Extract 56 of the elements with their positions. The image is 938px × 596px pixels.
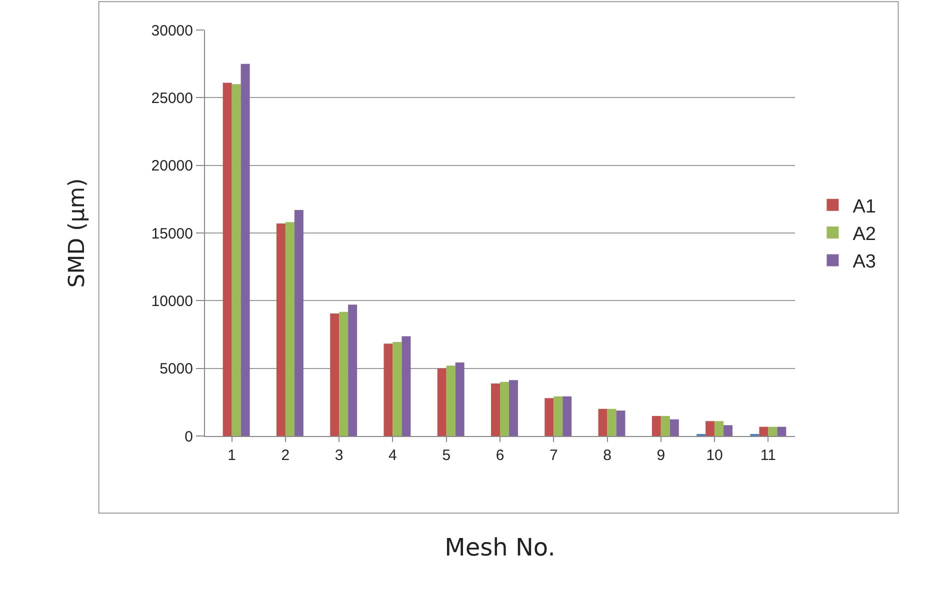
x-tick-label: 11 (760, 447, 776, 464)
bar (437, 368, 446, 436)
x-tick-label: 10 (706, 447, 723, 464)
legend-label: A3 (852, 252, 876, 273)
y-tick-label: 10000 (151, 292, 193, 310)
bar (508, 380, 518, 436)
bar (402, 336, 411, 436)
bar (232, 84, 241, 436)
bar (392, 342, 402, 436)
y-tick-label: 20000 (151, 158, 193, 175)
x-tick-label: 7 (549, 447, 558, 464)
bar (554, 396, 563, 436)
bar (724, 425, 733, 436)
bar (330, 314, 340, 436)
bar (759, 426, 768, 436)
bar (222, 82, 232, 436)
x-axis-title: Mesh No. (444, 533, 556, 562)
bar (714, 421, 724, 436)
bar (562, 396, 572, 436)
bar (491, 383, 500, 436)
bar (768, 426, 778, 436)
legend-label: A1 (852, 196, 876, 218)
bar (285, 222, 294, 436)
y-tick-label: 25000 (151, 90, 193, 107)
bar (339, 312, 348, 436)
bar (348, 304, 358, 436)
bar (500, 382, 509, 436)
legend-label: A2 (852, 224, 876, 245)
bar (777, 426, 786, 436)
bar (652, 416, 661, 436)
bar (384, 344, 393, 436)
bar (607, 408, 616, 436)
y-axis-title: SMD (μm) (65, 178, 90, 288)
bar (276, 224, 286, 436)
bar (544, 398, 554, 436)
bar (294, 210, 304, 436)
bar (455, 362, 464, 436)
x-tick-label: 1 (228, 447, 236, 464)
bar (446, 366, 456, 436)
x-tick-label: 5 (442, 447, 451, 464)
x-tick-label: 3 (334, 447, 344, 464)
x-tick-label: 9 (656, 447, 666, 464)
y-tick-label: 5000 (160, 360, 193, 378)
bar (670, 419, 679, 436)
x-tick-label: 4 (388, 447, 397, 464)
y-tick-label: 0 (184, 428, 193, 446)
bar (240, 64, 250, 436)
y-tick-label: 15000 (151, 225, 193, 242)
bar (598, 408, 608, 436)
bar (616, 410, 626, 436)
x-tick-label: 8 (603, 447, 612, 464)
x-tick-label: 2 (281, 447, 290, 464)
x-tick-label: 6 (496, 447, 504, 464)
y-tick-label: 30000 (151, 22, 193, 40)
bar (660, 416, 670, 436)
bar (706, 421, 715, 436)
